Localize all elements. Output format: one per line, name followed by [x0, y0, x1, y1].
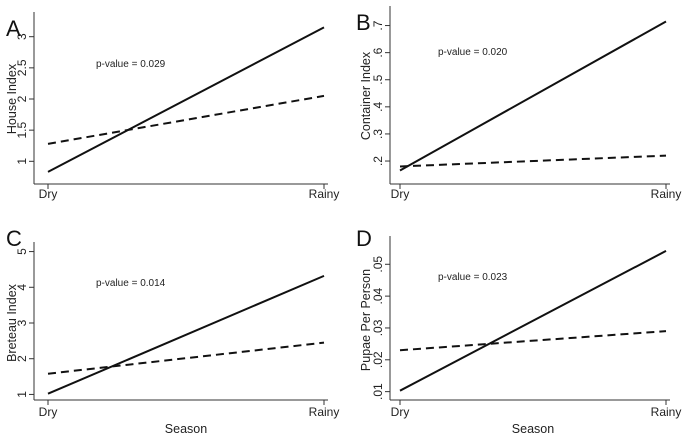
- x-axis-label: Season: [512, 422, 554, 436]
- y-tick-label: .03: [371, 319, 385, 336]
- p-value-annotation: p-value = 0.014: [96, 278, 166, 289]
- y-tick-label: 2.5: [15, 59, 29, 76]
- y-tick-label: .6: [371, 47, 385, 57]
- x-tick-label: Rainy: [309, 405, 340, 419]
- panel-d: D .01 .02 .03 .04 .05 Dry Rainy Pupae Per Person…: [356, 226, 681, 436]
- panel-a: A 1 1.5 2 2.5 3 Dry Rainy House Index p-value = 0…: [5, 12, 339, 201]
- y-tick-label: 3: [15, 33, 29, 40]
- y-tick-label: 1: [15, 158, 29, 165]
- x-axis-label: Season: [165, 422, 207, 436]
- x-tick-label: Dry: [39, 405, 58, 419]
- p-value-annotation: p-value = 0.020: [438, 47, 508, 58]
- dashed-series-line: [47, 341, 325, 375]
- y-axis-label: House Index: [5, 63, 19, 134]
- y-tick-label: .05: [371, 256, 385, 273]
- dashed-series-line: [399, 154, 667, 168]
- panel-letter: A: [6, 16, 21, 41]
- y-tick-label: .5: [371, 74, 385, 84]
- x-tick-label: Dry: [391, 187, 410, 201]
- y-tick-label: .04: [371, 287, 385, 304]
- panel-b: B .2 .3 .4 .5 .6 .7 Dry Rainy Container Index p-va…: [356, 6, 681, 201]
- panel-letter: B: [356, 10, 371, 35]
- x-tick-label: Rainy: [651, 405, 682, 419]
- solid-series-line: [47, 26, 325, 173]
- y-tick-label: 2: [15, 95, 29, 102]
- dashed-series-line: [399, 330, 667, 352]
- panel-c: C 1 2 3 4 5 Dry Rainy Breteau Index Season p-value…: [5, 226, 339, 436]
- y-tick-label: .02: [371, 351, 385, 368]
- y-axis-label: Container Index: [359, 51, 373, 140]
- y-tick-label: 4: [15, 284, 29, 291]
- dashed-series-line: [47, 94, 325, 145]
- x-tick-label: Dry: [391, 405, 410, 419]
- panel-letter: C: [6, 226, 22, 251]
- y-tick-label: 1.5: [15, 121, 29, 138]
- y-axis-label: Pupae Per Person: [359, 269, 373, 371]
- solid-series-line: [399, 20, 667, 172]
- y-tick-label: .4: [371, 102, 385, 112]
- y-tick-label: 5: [15, 248, 29, 255]
- y-tick-label: 2: [15, 355, 29, 362]
- y-tick-label: 1: [15, 391, 29, 398]
- x-tick-label: Rainy: [309, 187, 340, 201]
- y-tick-label: .01: [371, 383, 385, 400]
- solid-series-line: [399, 250, 667, 392]
- panel-letter: D: [356, 226, 372, 251]
- x-tick-label: Dry: [39, 187, 58, 201]
- y-tick-label: .7: [371, 20, 385, 30]
- solid-series-line: [47, 274, 325, 395]
- p-value-annotation: p-value = 0.029: [96, 59, 166, 70]
- x-tick-label: Rainy: [651, 187, 682, 201]
- y-tick-label: .3: [371, 129, 385, 139]
- y-axis-label: Breteau Index: [5, 283, 19, 362]
- y-tick-label: 3: [15, 319, 29, 326]
- p-value-annotation: p-value = 0.023: [438, 272, 508, 283]
- y-tick-label: .2: [371, 156, 385, 166]
